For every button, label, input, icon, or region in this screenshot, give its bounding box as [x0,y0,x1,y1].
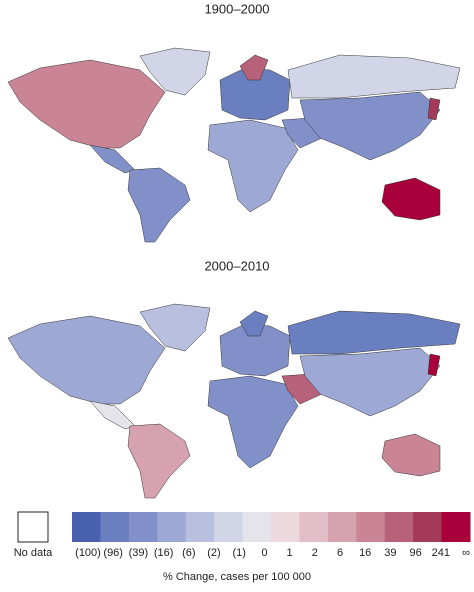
south-america [127,423,191,499]
legend-swatch [185,512,215,542]
north-america [7,59,166,149]
legend-label: (2) [207,547,220,559]
scandinavia [239,54,269,81]
legend-label: ∞ [462,547,470,559]
africa [207,119,299,213]
legend-label: 2 [312,547,318,559]
legend-swatch [413,512,443,542]
legend-caption: % Change, cases per 100 000 [163,571,311,583]
legend-swatch [441,512,471,542]
no-data-label: No data [14,547,53,559]
legend-label: 0 [261,547,267,559]
australia [381,177,441,221]
legend-swatch [128,512,158,542]
legend-label: (16) [154,547,174,559]
japan [427,97,441,121]
central-america [89,400,136,430]
legend-label: 96 [409,547,421,559]
legend-label: 241 [432,547,450,559]
japan [427,353,441,377]
australia [381,433,441,477]
legend-swatch [299,512,329,542]
legend-label: (96) [103,547,123,559]
legend-label: (100) [75,547,101,559]
greenland [139,303,211,352]
north-america [7,315,166,405]
russia [287,54,461,99]
south-america [127,167,191,243]
africa [207,375,299,469]
legend-swatch [242,512,272,542]
legend-label: (1) [232,547,245,559]
greenland [139,47,211,96]
legend-swatch [271,512,300,542]
asia [299,347,441,417]
legend-label: (39) [129,547,149,559]
legend-label: 6 [337,547,343,559]
legend-swatch [214,512,244,542]
no-data-swatch [17,511,49,543]
legend-label: (6) [182,547,195,559]
legend-label: 16 [359,547,371,559]
legend-swatch [327,512,357,542]
map-title: 2000–2010 [204,258,269,273]
legend-swatch [356,512,386,542]
asia [299,91,441,161]
russia [287,310,461,355]
legend-swatch [100,512,130,542]
legend-label: 1 [287,547,293,559]
legend-label: 39 [384,547,396,559]
map-title: 1900–2000 [204,1,269,16]
central-america [89,144,136,174]
legend-swatch [157,512,187,542]
legend-swatch [384,512,414,542]
scandinavia [239,310,269,337]
legend-swatch [72,512,101,542]
